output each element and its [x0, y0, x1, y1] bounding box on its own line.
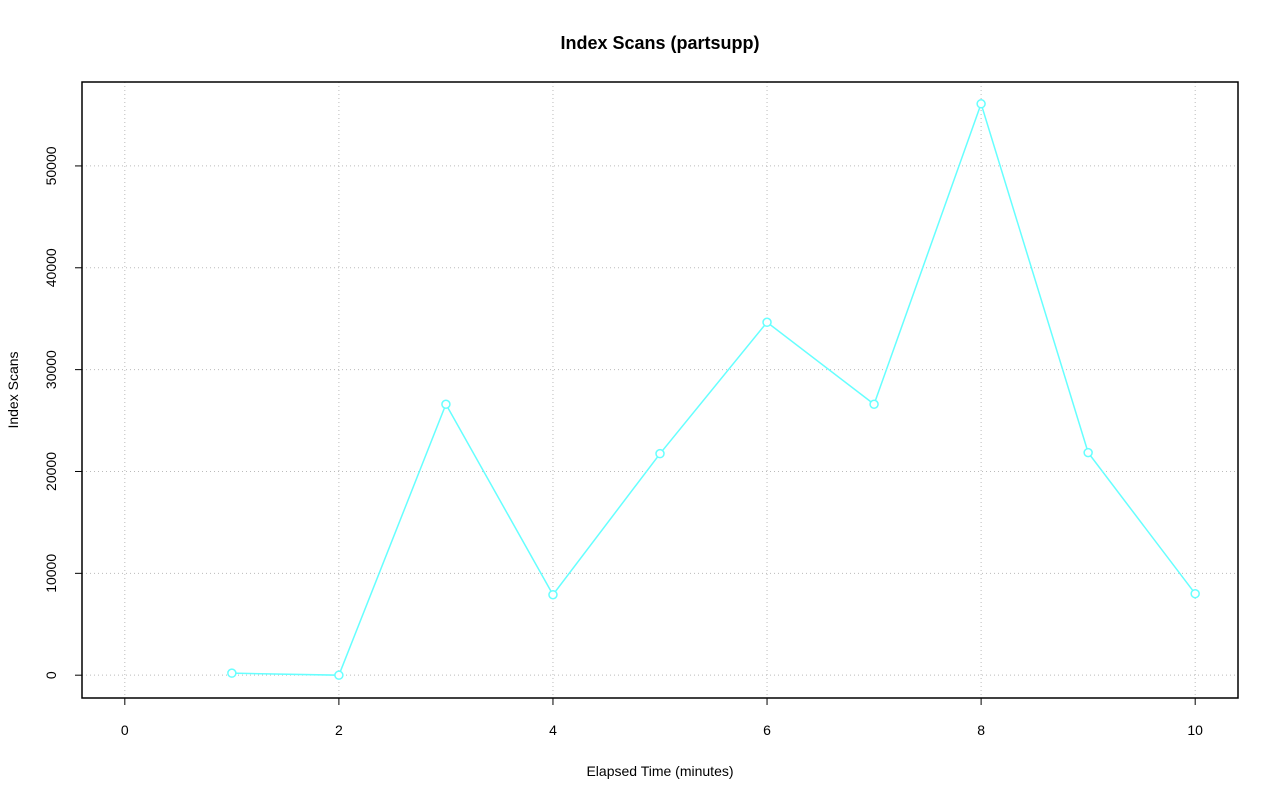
y-tick-label: 0 [43, 671, 59, 679]
data-point [1083, 447, 1093, 458]
data-point [334, 670, 344, 680]
y-tick-label: 40000 [43, 248, 59, 287]
x-tick-label: 4 [549, 722, 557, 738]
data-point [548, 589, 558, 600]
data-point [869, 399, 879, 410]
y-tick-label: 30000 [43, 350, 59, 389]
y-axis-label: Index Scans [5, 351, 21, 428]
x-tick-label: 0 [121, 722, 129, 738]
data-point [441, 399, 451, 410]
x-axis-label: Elapsed Time (minutes) [586, 763, 733, 779]
chart-title: Index Scans (partsupp) [560, 33, 759, 53]
x-tick-label: 10 [1187, 722, 1203, 738]
x-tick-label: 2 [335, 722, 343, 738]
x-tick-label: 6 [763, 722, 771, 738]
series-line [231, 101, 1196, 676]
y-tick-label: 20000 [43, 452, 59, 491]
data-point [762, 317, 772, 328]
plot-frame [81, 81, 1239, 699]
y-tick-label: 10000 [43, 554, 59, 593]
data-point [976, 99, 986, 109]
y-tick-label: 50000 [43, 146, 59, 185]
x-tick-label: 8 [977, 722, 985, 738]
data-point [655, 448, 665, 459]
data-point [227, 668, 237, 678]
data-point [1190, 588, 1200, 599]
